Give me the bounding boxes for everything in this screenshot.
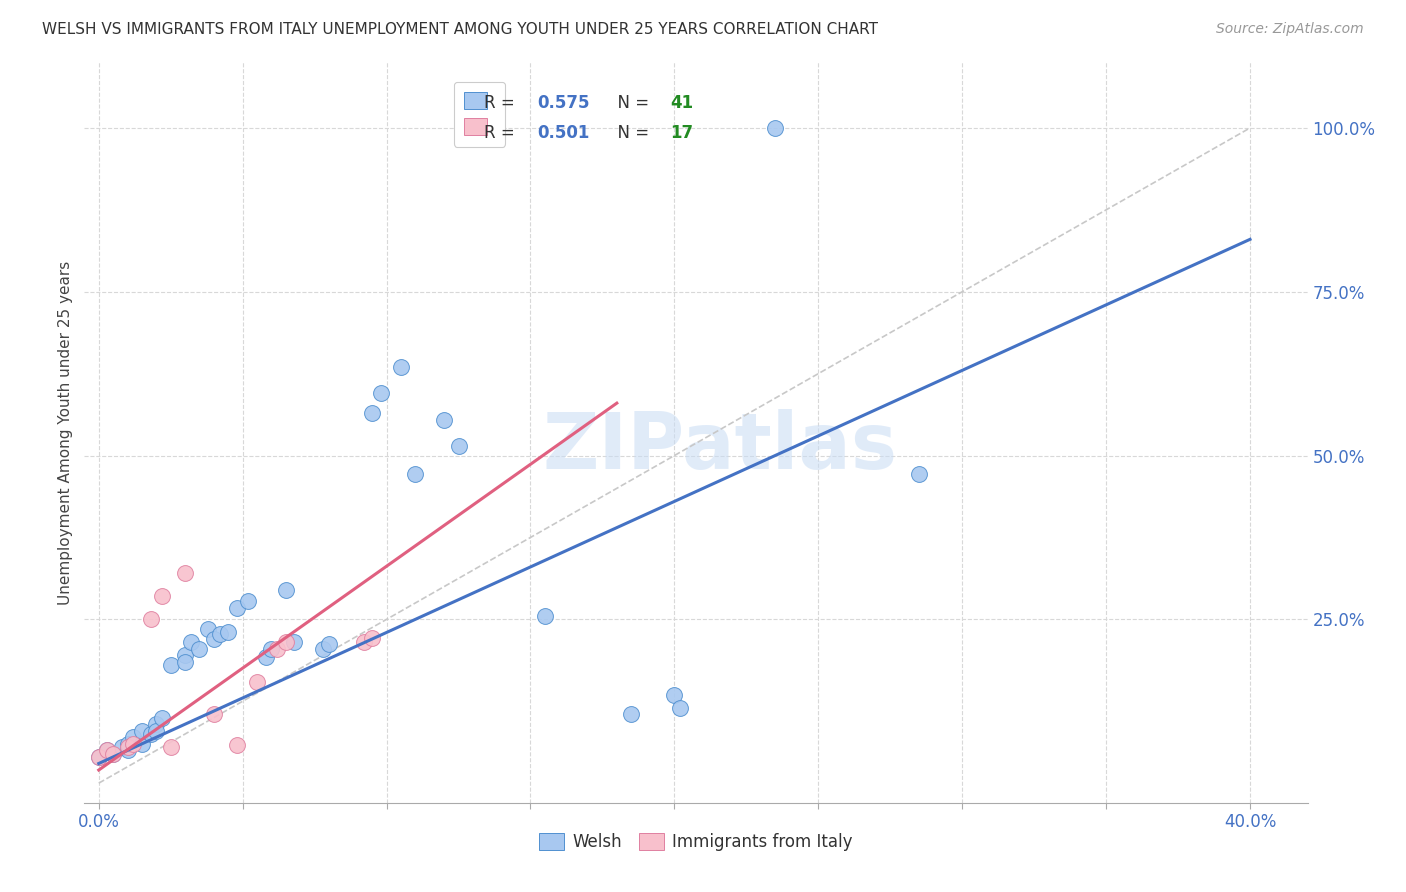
Point — [145, 723, 167, 738]
Point — [174, 655, 197, 669]
Point — [180, 635, 202, 649]
Point — [174, 566, 197, 581]
Point — [312, 641, 335, 656]
Point — [908, 467, 931, 481]
Point — [150, 590, 173, 604]
Point — [370, 386, 392, 401]
Point — [266, 641, 288, 656]
Point — [620, 707, 643, 722]
Text: 17: 17 — [671, 124, 693, 142]
Point — [404, 467, 426, 481]
Point — [318, 637, 340, 651]
Text: N =: N = — [606, 95, 654, 112]
Point — [96, 743, 118, 757]
Point — [389, 360, 412, 375]
Text: 0.575: 0.575 — [537, 95, 589, 112]
Point — [361, 406, 384, 420]
Point — [208, 626, 231, 640]
Point — [87, 750, 110, 764]
Point — [96, 743, 118, 757]
Text: N =: N = — [606, 124, 654, 142]
Point — [669, 700, 692, 714]
Point — [225, 738, 247, 752]
Point — [225, 600, 247, 615]
Point — [101, 747, 124, 761]
Point — [202, 707, 225, 722]
Point — [117, 740, 139, 755]
Point — [283, 635, 305, 649]
Point — [145, 717, 167, 731]
Point — [238, 594, 260, 608]
Point — [664, 688, 686, 702]
Point — [131, 737, 153, 751]
Point — [274, 582, 297, 597]
Point — [174, 648, 197, 663]
Point — [159, 740, 181, 755]
Point — [122, 731, 145, 745]
Text: 0.501: 0.501 — [537, 124, 589, 142]
Text: WELSH VS IMMIGRANTS FROM ITALY UNEMPLOYMENT AMONG YOUTH UNDER 25 YEARS CORRELATI: WELSH VS IMMIGRANTS FROM ITALY UNEMPLOYM… — [42, 22, 879, 37]
Point — [87, 750, 110, 764]
Point — [139, 727, 162, 741]
Text: R =: R = — [484, 124, 520, 142]
Point — [217, 625, 239, 640]
Point — [461, 98, 484, 112]
Text: R =: R = — [484, 95, 520, 112]
Point — [202, 632, 225, 646]
Point — [433, 412, 456, 426]
Point — [122, 737, 145, 751]
Point — [260, 641, 283, 656]
Text: Source: ZipAtlas.com: Source: ZipAtlas.com — [1216, 22, 1364, 37]
Text: 41: 41 — [671, 95, 693, 112]
Point — [197, 622, 219, 636]
Point — [159, 658, 181, 673]
Point — [131, 723, 153, 738]
Point — [101, 747, 124, 761]
Point — [246, 674, 269, 689]
Point — [361, 631, 384, 645]
Legend: Welsh, Immigrants from Italy: Welsh, Immigrants from Italy — [533, 826, 859, 857]
Point — [188, 641, 211, 656]
Point — [254, 650, 277, 665]
Point — [150, 711, 173, 725]
Point — [763, 120, 786, 135]
Point — [139, 612, 162, 626]
Point — [447, 439, 470, 453]
Point — [274, 635, 297, 649]
Point — [353, 635, 375, 649]
Point — [117, 737, 139, 751]
Text: ZIPatlas: ZIPatlas — [543, 409, 898, 485]
Y-axis label: Unemployment Among Youth under 25 years: Unemployment Among Youth under 25 years — [58, 260, 73, 605]
Point — [111, 740, 134, 755]
Point — [117, 743, 139, 757]
Point — [534, 609, 557, 624]
